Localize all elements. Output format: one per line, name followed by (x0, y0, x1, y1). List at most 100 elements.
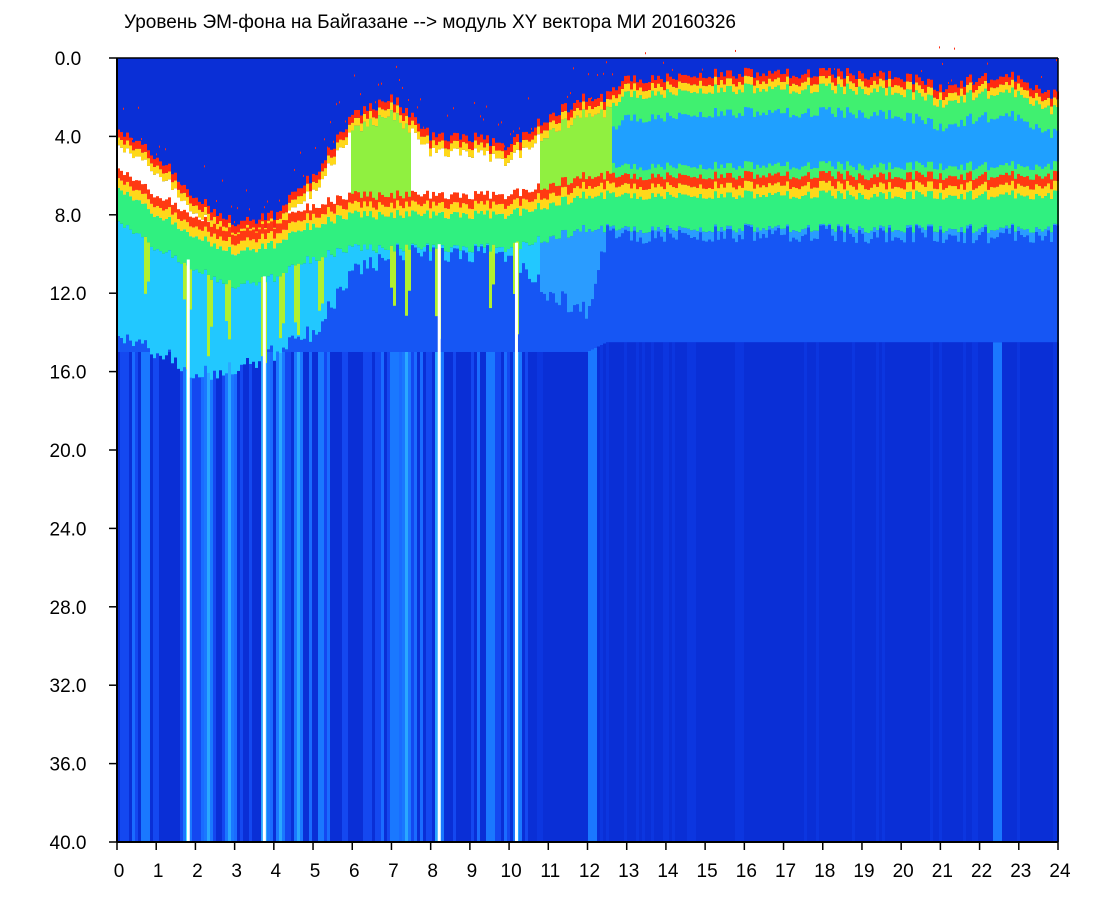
heatmap-cell (810, 93, 813, 199)
heatmap-cell (165, 165, 168, 173)
heatmap-cell (129, 229, 132, 341)
heatmap-cell (318, 352, 321, 842)
heatmap-cell (303, 210, 306, 221)
heatmap-cell (366, 118, 369, 127)
heatmap-cell (519, 272, 522, 352)
heatmap-cell (1053, 180, 1056, 191)
heatmap-column (897, 77, 900, 343)
heatmap-cell (1032, 232, 1035, 243)
heatmap-cell (252, 282, 255, 362)
heatmap-cell (405, 352, 408, 842)
heatmap-cell (570, 125, 573, 203)
heatmap-column (684, 74, 687, 343)
heatmap-cell (690, 92, 693, 198)
heatmap-cell (714, 191, 717, 225)
heatmap-cell (1008, 175, 1011, 186)
heatmap-cell (459, 197, 462, 208)
heatmap-cell (1026, 90, 1029, 99)
heatmap-cell (162, 165, 165, 174)
heatmap-column (453, 107, 456, 842)
heatmap-cell (270, 345, 273, 352)
heatmap-cell (708, 84, 711, 93)
heatmap-cell (792, 75, 795, 84)
heatmap-cell (117, 187, 120, 222)
heatmap-cell (1005, 228, 1008, 343)
heatmap-cell (954, 195, 957, 230)
heatmap-cell (1053, 105, 1056, 129)
heatmap-cell (774, 183, 777, 194)
heatmap-cell (474, 140, 477, 149)
heatmap-cell (927, 181, 930, 192)
heatmap-cell (765, 177, 768, 188)
heatmap-cell (960, 88, 963, 97)
heatmap-speckle (567, 95, 568, 98)
heatmap-cell (402, 217, 405, 252)
heatmap-cell (810, 198, 813, 232)
heatmap-cell (1032, 189, 1035, 200)
heatmap-cell (807, 181, 810, 192)
heatmap-cell (195, 226, 198, 237)
heatmap-cell (327, 216, 330, 251)
heatmap-cell (519, 157, 522, 216)
heatmap-cell (828, 180, 831, 191)
heatmap-cell (198, 219, 201, 230)
heatmap-cell (930, 224, 933, 227)
heatmap-cell (834, 241, 837, 343)
heatmap-cell (945, 239, 948, 343)
heatmap-cell (975, 82, 978, 90)
heatmap-cell (135, 341, 138, 352)
heatmap-cell (615, 187, 618, 198)
heatmap-cell (1047, 230, 1050, 343)
heatmap-column (576, 100, 579, 352)
heatmap-cell (249, 352, 252, 842)
heatmap-cell (780, 175, 783, 186)
heatmap-cell (822, 225, 825, 343)
heatmap-column (204, 165, 207, 842)
heatmap-cell (123, 184, 126, 195)
heatmap-cell (1020, 79, 1023, 88)
heatmap-cell (327, 163, 330, 217)
heatmap-cell (543, 198, 546, 209)
heatmap-cell (804, 185, 807, 196)
heatmap-cell (177, 262, 180, 369)
heatmap-cell (291, 335, 294, 352)
heatmap-cell (816, 177, 819, 188)
heatmap-cell (888, 227, 891, 343)
heatmap-cell (192, 198, 195, 206)
heatmap-cell (219, 279, 222, 371)
heatmap-cell (852, 229, 855, 238)
heatmap-column (885, 79, 888, 343)
heatmap-cell (963, 342, 966, 842)
heatmap-cell (222, 352, 225, 842)
heatmap-cell (483, 194, 486, 205)
y-tick-label: 12.0 (50, 284, 87, 305)
heatmap-cell (282, 272, 285, 324)
heatmap-speckle (948, 81, 949, 84)
heatmap-column (675, 79, 678, 343)
heatmap-cell (561, 187, 564, 197)
heatmap-cell (318, 260, 321, 311)
heatmap-cell (993, 177, 996, 188)
heatmap-cell (1032, 242, 1035, 343)
heatmap-column (993, 80, 996, 842)
heatmap-cell (576, 107, 579, 116)
heatmap-cell (660, 196, 663, 230)
heatmap-cell (942, 107, 945, 200)
heatmap-cell (231, 244, 234, 255)
heatmap-cell (747, 181, 750, 191)
heatmap-cell (714, 76, 717, 85)
heatmap-cell (147, 150, 150, 159)
heatmap-cell (162, 173, 165, 182)
heatmap-cell (855, 86, 858, 95)
heatmap-cell (648, 241, 651, 343)
heatmap-cell (213, 223, 216, 234)
heatmap-cell (447, 199, 450, 209)
heatmap-cell (570, 109, 573, 118)
heatmap-cell (195, 352, 198, 842)
heatmap-cell (771, 195, 774, 229)
heatmap-cell (555, 238, 558, 303)
heatmap-cell (606, 171, 609, 181)
heatmap-cell (900, 95, 903, 199)
heatmap-cell (747, 225, 750, 343)
